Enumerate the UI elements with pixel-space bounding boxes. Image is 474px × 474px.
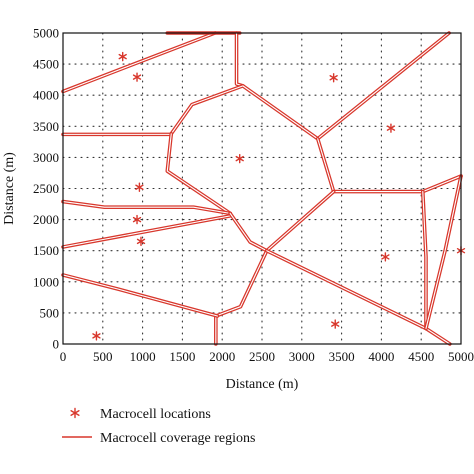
y-tick-label: 1000 (33, 274, 59, 289)
x-tick-label: 500 (93, 349, 113, 364)
y-tick-label: 1500 (33, 243, 59, 258)
x-tick-label: 3000 (289, 349, 315, 364)
macrocell-point (132, 72, 142, 82)
y-axis-title: Distance (m) (2, 152, 17, 225)
y-tick-label: 500 (40, 305, 60, 320)
y-tick-label: 0 (53, 337, 60, 352)
macrocell-point (118, 51, 127, 62)
x-tick-label: 1000 (130, 349, 156, 364)
x-tick-label: 4500 (408, 349, 434, 364)
coverage-boundary-inner (317, 138, 462, 193)
coverage-boundary-inner (62, 215, 231, 248)
y-tick-label: 3500 (33, 119, 59, 134)
x-tick-label: 1500 (169, 349, 195, 364)
macrocell-point (235, 153, 244, 164)
x-tick-label: 2500 (249, 349, 275, 364)
x-axis-title: Distance (m) (226, 377, 299, 392)
y-tick-labels: 0 500 1000 1500 2000 2500 3000 3500 4000 4500 5000 (33, 26, 59, 352)
coverage-boundary-inner (62, 32, 216, 93)
x-tick-label: 5000 (448, 349, 474, 364)
legend: Macrocell locations Macrocell coverage r… (62, 407, 255, 446)
coverage-boundary-inner (62, 201, 231, 214)
coverage-boundary (169, 31, 451, 141)
legend-label-locations: Macrocell locations (100, 407, 211, 422)
coverage-boundary-inner (422, 191, 427, 330)
y-tick-label: 3000 (33, 150, 59, 165)
macrocell-point (331, 319, 340, 329)
macrocell-point (381, 252, 390, 262)
coverage-boundary-inner (425, 175, 462, 330)
x-tick-label: 4000 (368, 349, 394, 364)
macrocell-point (135, 182, 144, 192)
grid-layer (62, 32, 462, 345)
coverage-boundary-layer (61, 31, 463, 346)
macrocell-point (132, 214, 142, 225)
x-tick-label: 3500 (329, 349, 355, 364)
y-tick-label: 2500 (33, 181, 59, 196)
x-tick-label: 0 (60, 349, 67, 364)
legend-asterisk-shape (70, 407, 80, 419)
y-tick-label: 2000 (33, 212, 59, 227)
coverage-boundary (315, 136, 463, 194)
coverage-boundary-inner (229, 191, 335, 252)
macrocell-point (92, 331, 101, 341)
y-tick-label: 4500 (33, 57, 59, 72)
coverage-boundary-inner (166, 133, 231, 214)
y-tick-label: 5000 (33, 26, 59, 41)
legend-label-coverage: Macrocell coverage regions (100, 431, 255, 446)
coverage-boundary-inner (215, 250, 268, 345)
macrocell-point (136, 236, 146, 247)
coverage-boundary-inner (170, 32, 450, 140)
x-tick-labels: 0 500 1000 1500 2000 2500 3000 3500 4000 4500 5000 (60, 349, 474, 364)
macrocell-point-layer (92, 51, 466, 341)
macrocell-point (329, 73, 338, 83)
coverage-boundary (234, 31, 245, 88)
coverage-boundary (228, 189, 336, 253)
x-tick-label: 2000 (209, 349, 235, 364)
y-tick-label: 4000 (33, 88, 59, 103)
coverage-boundary (214, 248, 269, 346)
legend-asterisk-marker (70, 407, 80, 419)
coverage-boundary-inner (62, 274, 218, 317)
coverage-boundary (165, 131, 232, 216)
macrocell-point (386, 123, 396, 133)
plot-frame (62, 32, 462, 345)
